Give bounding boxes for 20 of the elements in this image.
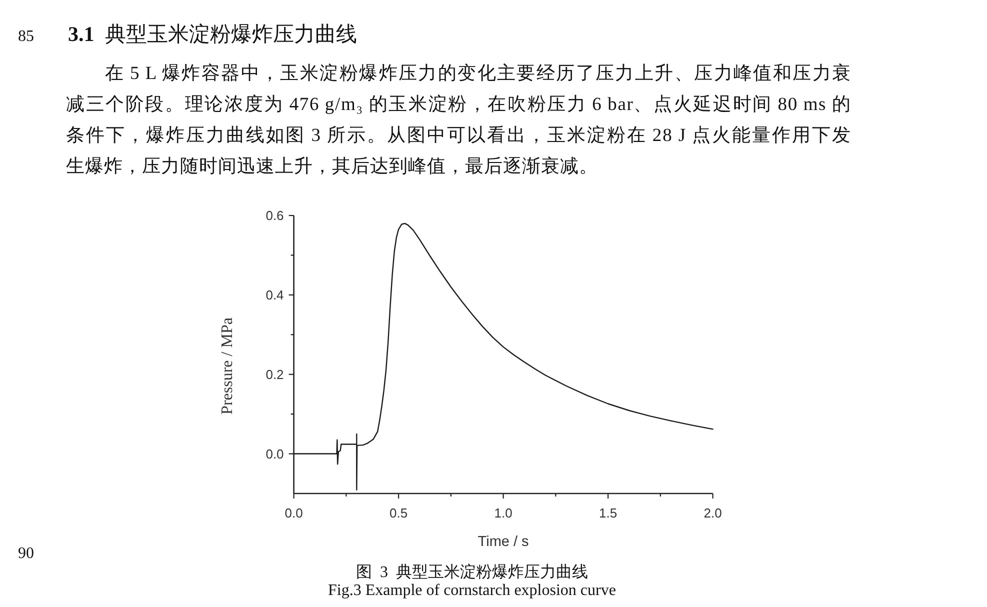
text: 85: [18, 28, 34, 45]
x-axis-title: Time / s: [478, 534, 529, 550]
text: 条件下，爆炸压力曲线如图 3 所示。从图中可以看出，玉米淀粉在 28 J 点火能量作用下发: [66, 124, 851, 146]
x-tick-label: 1.0: [494, 506, 512, 520]
y-tick-label: 0.4: [266, 287, 284, 302]
text: 减三个阶段。理论浓度为 476 g/m₃ 的玉米淀粉，在吹粉压力 6 bar、点火延迟时间 80 ms 的: [66, 93, 851, 115]
text: Fig.3 Example of cornstarch explosion curve: [328, 582, 616, 599]
text: 图 3 典型玉米淀粉爆炸压力曲线: [356, 563, 588, 581]
text: 生爆炸，压力随时间迅速上升，其后达到峰值，最后逐渐衰减。: [66, 155, 598, 177]
y-axis-title: Pressure / MPa: [219, 318, 236, 414]
y-tick-label: 0.0: [266, 446, 284, 462]
x-tick-label: 0.5: [390, 506, 408, 520]
text: 3.1 典型玉米淀粉爆炸压力曲线: [68, 22, 357, 46]
y-tick-label: 0.2: [266, 366, 284, 382]
y-tick-label: 0.6: [266, 208, 284, 224]
text: 90: [18, 545, 34, 562]
x-tick-label: 0.0: [284, 506, 303, 520]
x-tick-label: 2.0: [704, 506, 722, 520]
x-tick-label: 1.5: [599, 506, 618, 520]
text: 在 5 L 爆炸容器中，玉米淀粉爆炸压力的变化主要经历了压力上升、压力峰值和压力衰: [105, 62, 851, 84]
